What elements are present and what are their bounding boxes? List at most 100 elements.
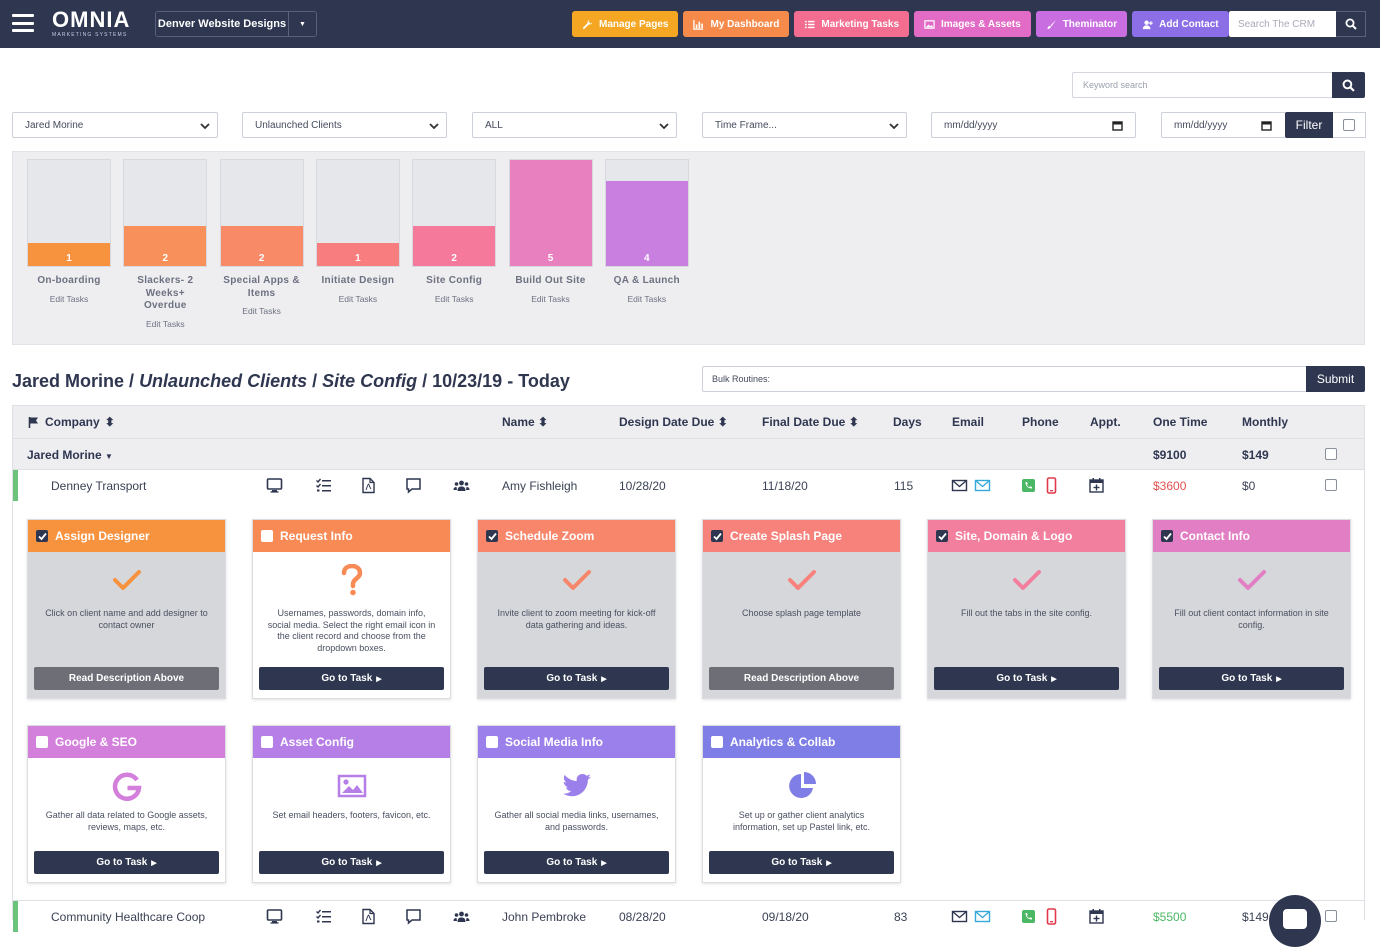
- pipeline-stage[interactable]: 2 Slackers- 2 Weeks+ Overdue Edit Tasks: [123, 159, 208, 329]
- pipeline-stage[interactable]: 2 Special Apps & Items Edit Tasks: [219, 159, 304, 316]
- envelope-icon[interactable]: [951, 477, 968, 494]
- stage-bar[interactable]: 2: [123, 159, 208, 267]
- caret-down-icon[interactable]: ▼: [299, 20, 306, 28]
- group-name[interactable]: Jared Morine ▼: [27, 448, 113, 462]
- stage-name[interactable]: On-boarding: [37, 275, 101, 286]
- group-row[interactable]: Jared Morine ▼ $9100 $149: [13, 438, 1364, 469]
- task-checkbox[interactable]: [486, 736, 498, 748]
- task-checkbox[interactable]: [486, 530, 498, 542]
- row-checkbox[interactable]: [1325, 910, 1337, 922]
- edit-tasks-link[interactable]: Edit Tasks: [146, 318, 185, 329]
- group-checkbox[interactable]: [1325, 448, 1337, 460]
- col-design-due[interactable]: Design Date Due ⬍: [619, 415, 728, 429]
- contact-name[interactable]: John Pembroke: [502, 910, 587, 924]
- edit-tasks-link[interactable]: Edit Tasks: [338, 293, 378, 304]
- go-to-task-button[interactable]: Go to Task ▶: [1159, 667, 1344, 690]
- go-to-task-button[interactable]: Go to Task ▶: [259, 667, 444, 690]
- go-to-task-button[interactable]: Go to Task ▶: [259, 851, 444, 874]
- calendar-add-icon[interactable]: [1088, 477, 1105, 494]
- crm-search-input[interactable]: Search The CRM: [1229, 11, 1336, 37]
- calendar-add-icon[interactable]: [1088, 908, 1105, 925]
- checklist-icon[interactable]: [315, 477, 332, 494]
- stage-name[interactable]: QA & Launch: [613, 275, 680, 286]
- stage-name[interactable]: Build Out Site: [515, 275, 586, 286]
- time-frame-select[interactable]: Time Frame...: [702, 112, 907, 138]
- search-button[interactable]: [1336, 11, 1366, 37]
- pdf-file-icon[interactable]: [360, 477, 377, 494]
- nav-button-my-dashboard[interactable]: My Dashboard: [683, 11, 790, 37]
- comment-icon[interactable]: [405, 477, 422, 494]
- account-selector[interactable]: Denver Website Designs ▼: [155, 11, 317, 37]
- checklist-icon[interactable]: [315, 908, 332, 925]
- go-to-task-button[interactable]: Go to Task ▶: [484, 851, 669, 874]
- pipeline-stage[interactable]: 2 Site Config Edit Tasks: [412, 159, 497, 304]
- go-to-task-button[interactable]: Go to Task ▶: [34, 851, 219, 874]
- nav-button-images-assets[interactable]: Images & Assets: [914, 11, 1031, 37]
- task-checkbox[interactable]: [261, 530, 273, 542]
- company-name[interactable]: Community Healthcare Coop: [51, 910, 206, 924]
- chat-widget-button[interactable]: [1269, 895, 1321, 947]
- nav-button-manage-pages[interactable]: Manage Pages: [572, 11, 679, 37]
- keyword-search-input[interactable]: Keyword search: [1072, 72, 1332, 98]
- go-to-task-button[interactable]: Go to Task ▶: [484, 667, 669, 690]
- contact-name[interactable]: Amy Fishleigh: [502, 479, 578, 493]
- table-row[interactable]: Community Healthcare Coop John Pembroke 08…: [13, 900, 1364, 932]
- pipeline-stage[interactable]: 1 On-boarding Edit Tasks: [27, 159, 111, 304]
- table-row[interactable]: Denney Transport Amy Fishleigh 10/28/20 11/…: [13, 469, 1364, 501]
- scope-select[interactable]: ALL: [472, 112, 677, 138]
- edit-tasks-link[interactable]: Edit Tasks: [531, 293, 570, 304]
- comment-icon[interactable]: [405, 908, 422, 925]
- user-select[interactable]: Jared Morine: [12, 112, 218, 138]
- phone-icon[interactable]: [1020, 908, 1037, 925]
- client-type-select[interactable]: Unlaunched Clients: [242, 112, 447, 138]
- col-company[interactable]: Company ⬍: [28, 415, 115, 429]
- envelope-alt-icon[interactable]: [974, 908, 991, 925]
- edit-tasks-link[interactable]: Edit Tasks: [627, 293, 667, 304]
- task-checkbox[interactable]: [261, 736, 273, 748]
- stage-name[interactable]: Site Config: [426, 275, 483, 286]
- filter-button[interactable]: Filter: [1285, 112, 1333, 138]
- envelope-icon[interactable]: [951, 908, 968, 925]
- stage-bar[interactable]: 2: [219, 159, 304, 267]
- col-name[interactable]: Name ⬍: [502, 415, 548, 429]
- edit-tasks-link[interactable]: Edit Tasks: [49, 293, 89, 304]
- calendar-icon[interactable]: [1261, 120, 1272, 131]
- mobile-phone-icon[interactable]: [1043, 908, 1060, 925]
- phone-icon[interactable]: [1020, 477, 1037, 494]
- pipeline-stage[interactable]: 1 Initiate Design Edit Tasks: [315, 159, 400, 304]
- go-to-task-button[interactable]: Go to Task ▶: [709, 851, 894, 874]
- row-checkbox[interactable]: [1325, 479, 1337, 491]
- submit-button[interactable]: Submit: [1306, 366, 1365, 392]
- edit-tasks-link[interactable]: Edit Tasks: [434, 293, 474, 304]
- task-checkbox[interactable]: [936, 530, 948, 542]
- date-to-input[interactable]: mm/dd/yyyy: [1161, 112, 1286, 138]
- nav-button-theminator[interactable]: Theminator: [1035, 11, 1128, 37]
- col-final-due[interactable]: Final Date Due ⬍: [762, 415, 859, 429]
- task-checkbox[interactable]: [1161, 530, 1173, 542]
- mobile-phone-icon[interactable]: [1043, 477, 1060, 494]
- bulk-routines-select[interactable]: Bulk Routines:: [702, 366, 1307, 392]
- nav-button-marketing-tasks[interactable]: Marketing Tasks: [794, 11, 910, 37]
- stage-name[interactable]: Special Apps & Items: [223, 275, 300, 299]
- task-checkbox[interactable]: [36, 530, 48, 542]
- calendar-icon[interactable]: [1112, 120, 1123, 131]
- filter-checkbox[interactable]: [1343, 119, 1355, 131]
- stage-bar[interactable]: 1: [27, 159, 111, 267]
- pipeline-stage[interactable]: 4 QA & Launch Edit Tasks: [604, 159, 689, 304]
- edit-tasks-link[interactable]: Edit Tasks: [242, 306, 281, 316]
- read-description-button[interactable]: Read Description Above: [34, 667, 219, 690]
- stage-bar[interactable]: 4: [604, 159, 689, 267]
- stage-bar[interactable]: 1: [315, 159, 400, 267]
- task-checkbox[interactable]: [711, 530, 723, 542]
- stage-name[interactable]: Slackers- 2 Weeks+ Overdue: [137, 275, 194, 311]
- stage-bar[interactable]: 5: [508, 159, 593, 267]
- company-name[interactable]: Denney Transport: [51, 479, 147, 493]
- keyword-search-button[interactable]: [1332, 72, 1365, 98]
- users-icon[interactable]: [453, 908, 470, 925]
- go-to-task-button[interactable]: Go to Task ▶: [934, 667, 1119, 690]
- task-checkbox[interactable]: [711, 736, 723, 748]
- monitor-icon[interactable]: [266, 908, 283, 925]
- envelope-alt-icon[interactable]: [974, 477, 991, 494]
- stage-bar[interactable]: 2: [412, 159, 497, 267]
- monitor-icon[interactable]: [266, 477, 283, 494]
